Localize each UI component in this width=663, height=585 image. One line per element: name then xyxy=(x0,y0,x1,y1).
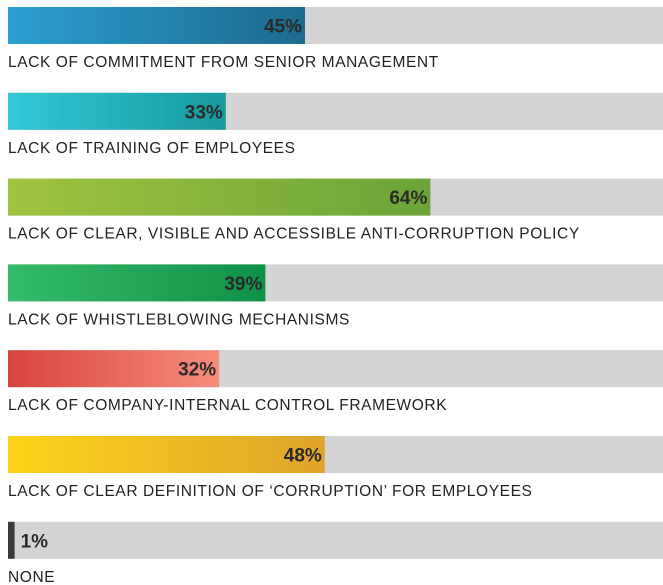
bar xyxy=(8,264,266,302)
bar xyxy=(8,521,15,559)
bar xyxy=(8,7,305,44)
bar xyxy=(8,92,226,130)
bar xyxy=(8,178,431,216)
value-label: 1% xyxy=(21,531,49,552)
category-label: LACK OF TRAINING OF EMPLOYEES xyxy=(8,140,296,157)
value-label: 64% xyxy=(389,188,427,209)
value-label: 48% xyxy=(284,446,322,467)
value-label: 32% xyxy=(178,360,216,381)
value-label: 45% xyxy=(264,17,302,38)
category-label: LACK OF CLEAR, VISIBLE AND ACCESSIBLE AN… xyxy=(8,226,580,243)
category-label: NONE xyxy=(8,569,55,585)
category-label: LACK OF COMMITMENT FROM SENIOR MANAGEMEN… xyxy=(8,54,439,71)
value-label: 33% xyxy=(185,102,223,123)
bar-track xyxy=(8,521,663,559)
bar xyxy=(8,436,325,473)
category-label: LACK OF WHISTLEBLOWING MECHANISMS xyxy=(8,311,350,328)
value-label: 39% xyxy=(224,274,262,295)
category-label: LACK OF COMPANY-INTERNAL CONTROL FRAMEWO… xyxy=(8,397,447,414)
bar xyxy=(8,350,220,388)
category-label: LACK OF CLEAR DEFINITION OF ‘CORRUPTION’… xyxy=(8,483,532,500)
